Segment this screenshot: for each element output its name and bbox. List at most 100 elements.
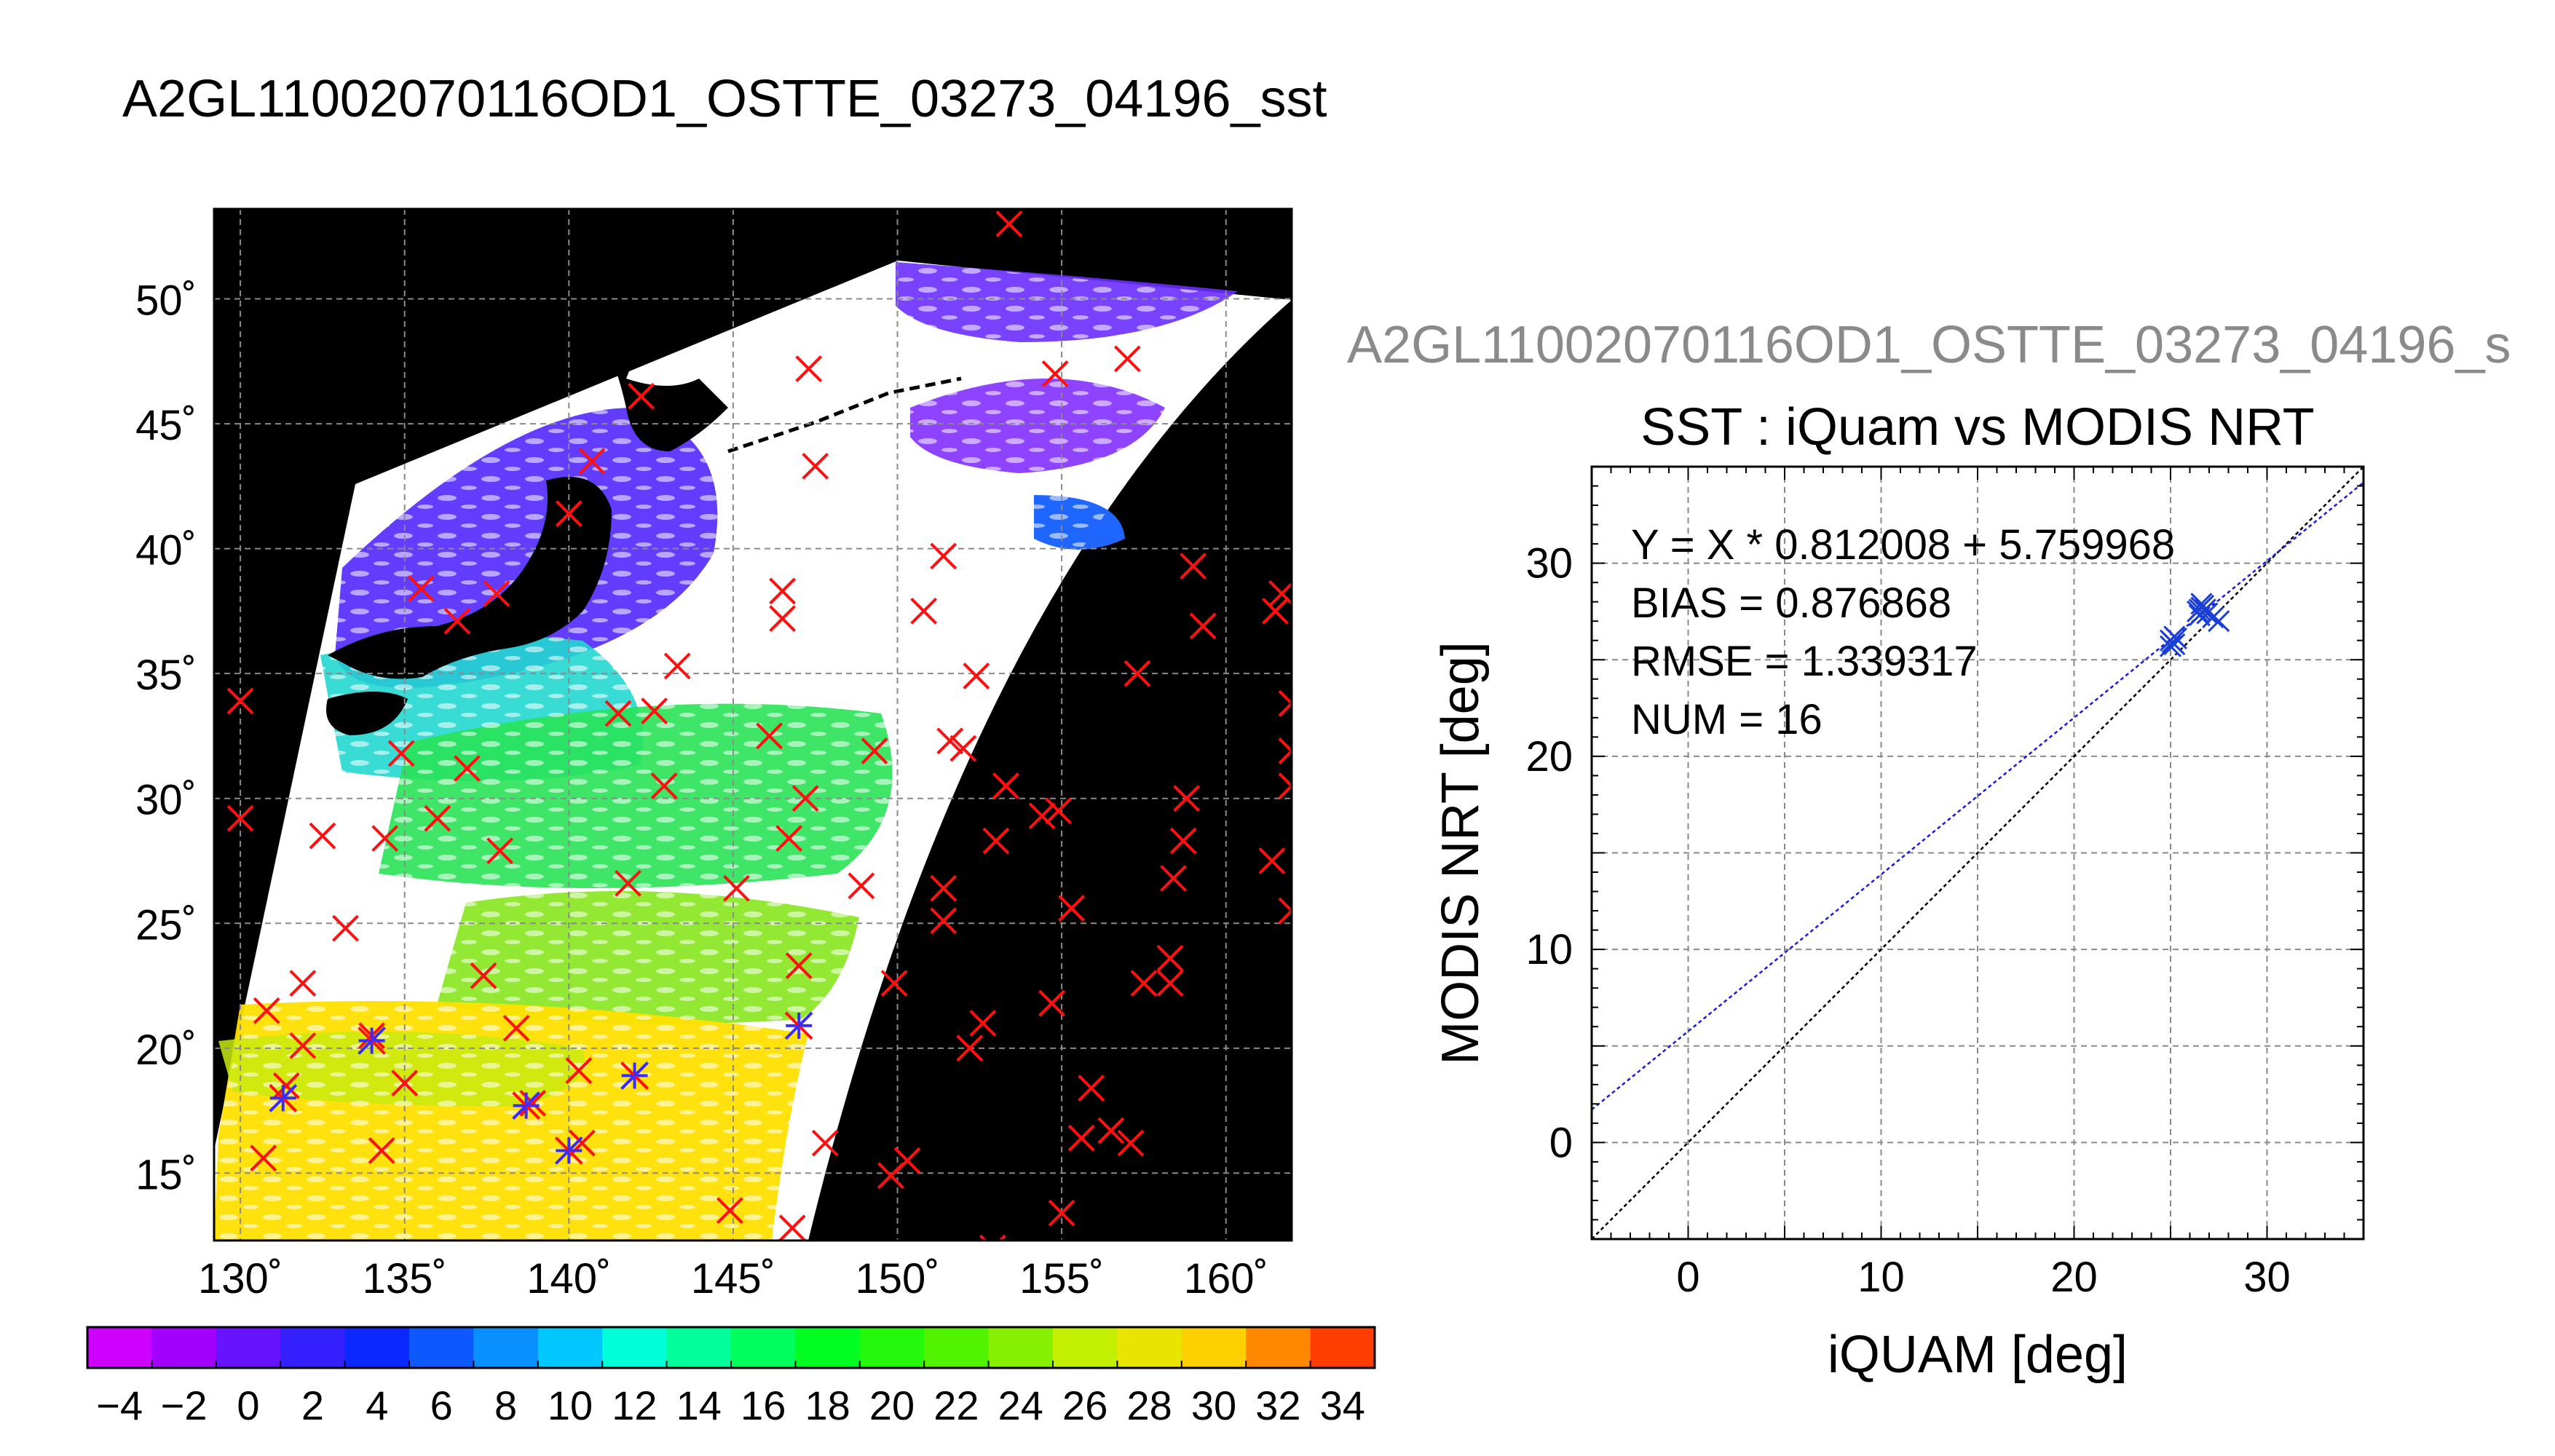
colorbar-tick-label: 28 [1126,1382,1172,1428]
regression-line [1592,481,2364,1111]
matchup-marker [332,914,359,942]
colorbar-cell [1246,1327,1311,1368]
matchup-marker [519,1089,547,1117]
buoy-marker [554,1136,583,1165]
scatter-header: A2GL11002070116OD1_OSTTE_03273_04196_s [1347,316,2511,374]
colorbar-cell [859,1327,925,1368]
scatter-frame [1590,465,2365,1241]
scatter-annotation: Y = X * 0.812008 + 5.759968 [1631,521,2175,569]
matchup-marker [641,697,668,725]
matchup-marker [309,822,336,850]
colorbar-tick-label: 2 [301,1382,324,1428]
matchup-marker [1124,660,1151,687]
scatter-point [2188,598,2211,621]
scatter-point [2190,593,2213,615]
map-lon-labels: 130˚ 135˚ 140˚ 145˚ 150˚ 155˚ 160˚ [198,1255,1268,1302]
colorbar-cell [151,1327,217,1368]
scatter-xtick-label: 30 [2243,1254,2291,1301]
matchup-marker [1268,579,1292,607]
matchup-marker [1278,737,1292,764]
colorbar-cell [1181,1327,1247,1368]
matchup-marker [1173,785,1201,812]
matchup-marker [795,355,823,382]
colorbar-tick-label: 12 [612,1382,657,1428]
colorbar-tick-label: 30 [1191,1382,1236,1428]
matchup-marker [1048,1199,1075,1227]
matchup-marker [930,874,957,902]
map-lon-label: 155˚ [1019,1255,1104,1302]
colorbar-cell [924,1327,990,1368]
colorbar-frame [86,1326,1376,1369]
matchup-marker [769,605,797,633]
colorbar-tick-label: 24 [998,1382,1043,1428]
scatter-annotation: NUM = 16 [1631,696,1823,743]
matchup-marker [1258,847,1286,874]
map-lon-label: 145˚ [691,1255,775,1302]
scatter-xtick-label: 20 [2050,1254,2098,1301]
colorbar-tick-label: 20 [869,1382,915,1428]
matchup-marker [1189,612,1217,640]
matchup-marker [982,827,1010,855]
map-lon-label: 150˚ [855,1255,939,1302]
colorbar-tick-label: 34 [1320,1382,1365,1428]
matchup-marker [604,700,632,727]
matchup-marker [628,382,655,410]
matchup-marker [1156,944,1184,972]
matchup-marker [615,869,641,897]
matchup-marker [723,874,750,902]
buoy-marker [620,1061,649,1090]
sst-colorbar: −4 −2 0 2 4 6 8 10 12 14 16 18 20 22 24 26 28 30 32 34 [86,1326,1376,1428]
colorbar-cell [409,1327,474,1368]
matchup-marker [785,952,813,980]
matchup-marker [454,755,481,782]
matchup-marker-layer [226,210,1292,1241]
land-honshu [328,477,612,679]
map-lon-label: 130˚ [198,1255,283,1302]
scatter-ytick-label: 0 [1549,1119,1573,1166]
colorbar-cell [473,1327,539,1368]
matchup-marker [963,662,990,690]
matchup-marker [226,804,254,832]
scatter-annotation: BIAS = 0.876868 [1631,579,1951,627]
buoy-marker [358,1026,386,1055]
buoy-marker [512,1091,541,1120]
matchup-marker [1130,970,1158,997]
map-lat-label: 40˚ [135,527,197,574]
scatter-gridlines [1592,467,2364,1239]
matchup-marker [407,575,435,602]
scatter-points [2159,593,2230,657]
colorbar-tick-label: 8 [494,1382,517,1428]
land-shikoku-kyushu [326,692,408,735]
scatter-ytick-label: 20 [1525,733,1573,780]
map-title: A2GL11002070116OD1_OSTTE_03273_04196_sst [122,70,1327,128]
colorbar-cell [731,1327,796,1368]
colorbar-tick-label: 26 [1062,1382,1107,1428]
matchup-marker [1117,1129,1145,1157]
map-lon-label: 140˚ [526,1255,611,1302]
matchup-marker [371,825,399,852]
scatter-point [2208,610,2230,633]
scatter-ytick-labels: 0 10 20 30 [1525,540,1573,1167]
colorbar-cell [602,1327,668,1368]
matchup-marker [1045,797,1073,825]
matchup-marker [443,607,471,635]
matchup-marker [565,1057,593,1085]
matchup-marker [578,448,606,475]
matchup-marker [775,825,803,852]
matchup-marker [555,500,583,527]
matchup-marker [253,997,280,1024]
scatter-xtick-label: 10 [1857,1254,1905,1301]
matchup-marker [424,804,451,832]
map-lat-label: 30˚ [135,777,197,824]
matchup-marker [1097,1117,1125,1144]
buoy-marker-layer [269,1011,813,1165]
matchup-marker [949,735,977,762]
matchup-marker [289,1032,317,1059]
matchup-marker [368,1137,395,1164]
colorbar-cell [988,1327,1054,1368]
matchup-marker [470,962,497,989]
matchup-marker [1058,895,1086,922]
matchup-marker [1160,865,1187,892]
matchup-marker [893,1147,921,1174]
colorbar-cell [280,1327,346,1368]
